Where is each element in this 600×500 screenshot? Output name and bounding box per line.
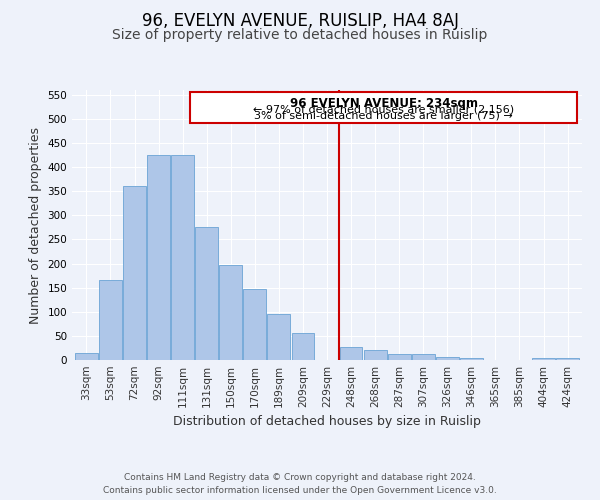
Bar [460,358,483,360]
Bar [532,358,555,360]
Bar [340,347,362,360]
Bar [412,354,434,360]
Bar [220,264,242,360]
Text: Contains HM Land Registry data © Crown copyright and database right 2024.
Contai: Contains HM Land Registry data © Crown c… [103,474,497,495]
Bar [436,357,459,360]
Bar [147,155,170,360]
Bar [75,353,98,360]
Text: 96 EVELYN AVENUE: 234sqm: 96 EVELYN AVENUE: 234sqm [290,97,478,110]
Bar [171,155,194,360]
Bar [99,280,122,360]
Text: Size of property relative to detached houses in Ruislip: Size of property relative to detached ho… [112,28,488,42]
FancyBboxPatch shape [190,92,577,123]
X-axis label: Distribution of detached houses by size in Ruislip: Distribution of detached houses by size … [173,416,481,428]
Y-axis label: Number of detached properties: Number of detached properties [29,126,42,324]
Bar [268,314,290,360]
Text: 96, EVELYN AVENUE, RUISLIP, HA4 8AJ: 96, EVELYN AVENUE, RUISLIP, HA4 8AJ [142,12,458,30]
Text: 3% of semi-detached houses are larger (75) →: 3% of semi-detached houses are larger (7… [254,111,513,121]
Text: ← 97% of detached houses are smaller (2,156): ← 97% of detached houses are smaller (2,… [253,104,514,115]
Bar [123,186,146,360]
Bar [556,358,579,360]
Bar [244,289,266,360]
Bar [292,334,314,360]
Bar [388,354,410,360]
Bar [364,350,386,360]
Bar [195,228,218,360]
